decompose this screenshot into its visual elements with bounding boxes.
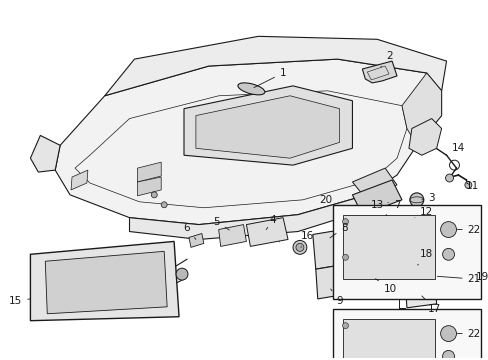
- Polygon shape: [246, 218, 287, 246]
- Polygon shape: [188, 234, 203, 247]
- Circle shape: [295, 243, 303, 251]
- Circle shape: [464, 181, 471, 188]
- Polygon shape: [71, 170, 88, 190]
- Circle shape: [176, 268, 187, 280]
- Text: 20: 20: [319, 195, 331, 205]
- Polygon shape: [30, 242, 179, 321]
- Text: 15: 15: [9, 296, 30, 306]
- Text: 18: 18: [417, 249, 432, 265]
- Circle shape: [363, 228, 370, 235]
- Polygon shape: [137, 177, 161, 196]
- Text: 8: 8: [329, 222, 347, 238]
- Polygon shape: [312, 230, 345, 269]
- Polygon shape: [352, 168, 396, 198]
- Polygon shape: [404, 255, 428, 278]
- Polygon shape: [379, 210, 394, 222]
- Circle shape: [292, 240, 306, 254]
- Polygon shape: [357, 249, 388, 286]
- Text: 10: 10: [375, 279, 396, 294]
- Circle shape: [445, 174, 452, 182]
- Polygon shape: [352, 180, 401, 215]
- Circle shape: [440, 222, 455, 238]
- Circle shape: [409, 193, 423, 207]
- Circle shape: [442, 350, 453, 360]
- Polygon shape: [55, 59, 441, 225]
- Text: 11: 11: [465, 181, 478, 191]
- Polygon shape: [129, 195, 386, 239]
- Polygon shape: [401, 73, 441, 145]
- Polygon shape: [342, 215, 434, 279]
- Polygon shape: [408, 118, 441, 155]
- Polygon shape: [45, 251, 167, 314]
- Text: 16: 16: [300, 231, 314, 247]
- Circle shape: [151, 192, 157, 198]
- Text: 14: 14: [446, 143, 464, 155]
- Text: 22: 22: [456, 329, 480, 338]
- Ellipse shape: [238, 83, 264, 95]
- Circle shape: [161, 202, 167, 208]
- Text: 12: 12: [414, 207, 432, 218]
- Bar: [332, 205, 480, 299]
- Text: 9: 9: [330, 289, 342, 306]
- Circle shape: [440, 326, 455, 342]
- Polygon shape: [342, 319, 434, 360]
- Text: 17: 17: [421, 296, 440, 314]
- Text: 19: 19: [475, 272, 488, 282]
- Text: 7: 7: [387, 200, 400, 210]
- Circle shape: [342, 358, 348, 360]
- Circle shape: [342, 254, 348, 260]
- Polygon shape: [362, 61, 396, 83]
- Polygon shape: [104, 36, 446, 96]
- Text: 3: 3: [421, 193, 434, 203]
- Text: 21: 21: [0, 359, 1, 360]
- Text: 22: 22: [456, 225, 480, 235]
- Polygon shape: [183, 86, 352, 165]
- Circle shape: [342, 219, 348, 225]
- Text: 5: 5: [213, 217, 229, 230]
- Polygon shape: [196, 96, 339, 158]
- Text: 21: 21: [437, 274, 480, 284]
- Polygon shape: [218, 225, 246, 246]
- Circle shape: [342, 323, 348, 329]
- Text: 4: 4: [265, 215, 276, 230]
- Polygon shape: [315, 264, 347, 299]
- Bar: [332, 309, 480, 360]
- Polygon shape: [30, 135, 60, 172]
- Text: 6: 6: [183, 222, 196, 239]
- Polygon shape: [137, 162, 161, 182]
- Text: 1: 1: [253, 68, 286, 87]
- Circle shape: [442, 248, 453, 260]
- Text: 2: 2: [380, 51, 391, 67]
- Text: 13: 13: [370, 200, 386, 216]
- Polygon shape: [404, 275, 436, 308]
